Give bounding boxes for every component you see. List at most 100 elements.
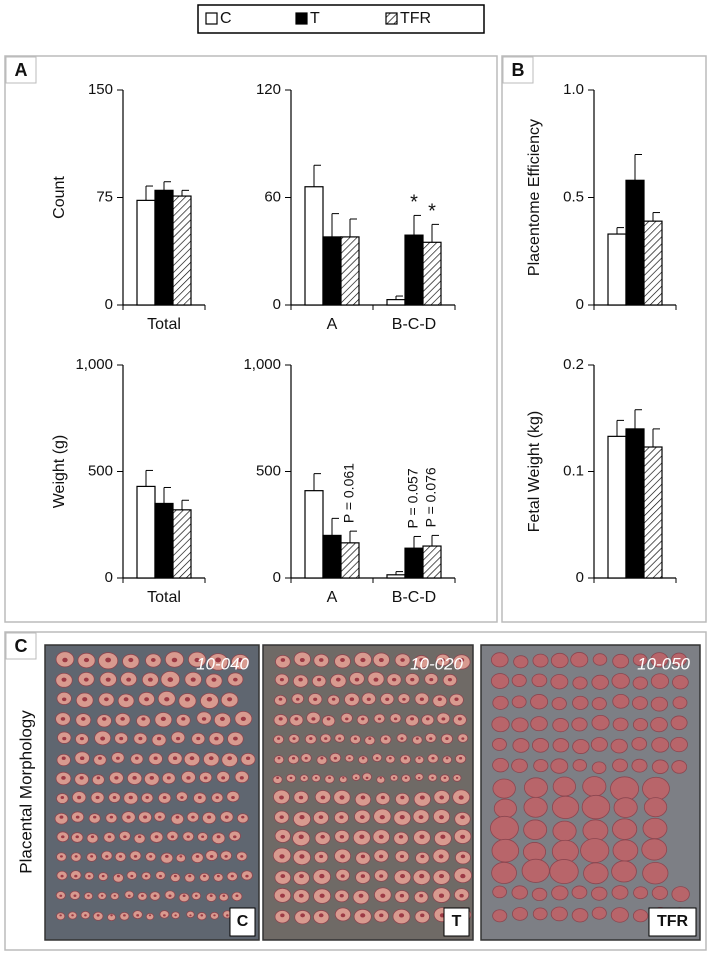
placentome: [651, 885, 668, 900]
placentome-center: [320, 795, 326, 800]
placentome-center: [245, 874, 249, 878]
placentome-center: [404, 776, 408, 779]
placentome-center: [447, 677, 452, 682]
placentome-center: [313, 697, 318, 701]
placentome-center: [361, 757, 365, 760]
y-tick-label: 150: [88, 81, 113, 98]
placentome-center: [319, 658, 324, 662]
placentome: [612, 839, 639, 862]
placentome-center: [100, 736, 106, 741]
placentome-center: [164, 697, 170, 702]
placentome-center: [216, 874, 220, 878]
legend-label: C: [220, 10, 232, 27]
bar: [322, 534, 342, 579]
placentome-center: [365, 776, 369, 780]
placentome: [549, 859, 579, 885]
placentome-center: [105, 855, 109, 858]
placentome: [612, 758, 628, 773]
placentome-center: [419, 893, 424, 898]
placentome-center: [222, 894, 226, 897]
placentome: [492, 738, 507, 751]
y-tick-label: 60: [264, 188, 281, 205]
panel-b-frame: [501, 55, 707, 623]
placentome-center: [460, 834, 466, 839]
placentome-center: [393, 717, 398, 721]
placentome-center: [201, 717, 207, 721]
placentome-center: [348, 757, 351, 760]
placentome-center: [123, 697, 129, 702]
placentome-center: [96, 776, 101, 780]
placentome-center: [439, 815, 444, 820]
placentome-center: [368, 737, 372, 740]
placentome: [531, 673, 548, 688]
placentome: [570, 652, 589, 668]
placentome-center: [443, 776, 447, 779]
placentome: [175, 853, 186, 863]
placentome-center: [235, 894, 239, 897]
placentome: [112, 873, 124, 883]
placentome-center: [201, 835, 205, 839]
placentome: [145, 912, 155, 921]
placentome: [612, 653, 630, 669]
placentome-center: [113, 894, 116, 897]
placentome: [581, 794, 611, 820]
placentome: [610, 907, 629, 923]
placentome-center: [233, 677, 238, 682]
placentome: [412, 735, 423, 745]
placentome: [592, 653, 608, 666]
placentome-center: [231, 795, 235, 800]
placentome-center: [120, 717, 125, 721]
placentome: [632, 909, 649, 923]
placentome-center: [190, 677, 196, 682]
y-tick-label: 1,000: [75, 356, 113, 373]
legend-box: [197, 4, 485, 34]
placentome: [533, 759, 549, 773]
bar: [386, 299, 406, 306]
placentome-center: [309, 737, 313, 740]
placentome-center: [61, 835, 65, 839]
placentome-center: [320, 756, 324, 760]
placentome-center: [176, 736, 181, 741]
y-axis-title: Count: [51, 176, 68, 219]
placentome-center: [419, 873, 425, 879]
placentome-center: [440, 658, 445, 662]
placentome-center: [324, 737, 328, 740]
placentome-center: [213, 914, 216, 917]
placentome-center: [112, 796, 117, 799]
placentome: [633, 886, 649, 900]
placentome-center: [60, 796, 65, 799]
placentome-center: [415, 737, 419, 740]
placentome-center: [378, 657, 384, 663]
placentome: [670, 736, 688, 753]
placentome: [512, 738, 530, 753]
placentome-center: [457, 717, 462, 721]
placentome-center: [326, 717, 331, 721]
placentome: [632, 653, 648, 667]
group-tag: [229, 907, 256, 937]
placentome-center: [440, 834, 446, 839]
placentome: [551, 885, 569, 901]
placentome-center: [398, 834, 404, 839]
bar: [154, 189, 174, 306]
placentome: [213, 873, 224, 882]
placentome-center: [74, 855, 78, 858]
placentome-center: [431, 776, 434, 779]
placentome: [550, 758, 569, 774]
placentome-center: [388, 757, 392, 760]
placentome: [523, 842, 547, 862]
placentome-center: [354, 776, 358, 779]
placentome-center: [340, 854, 345, 859]
placentome-center: [303, 776, 306, 779]
placentome-center: [280, 658, 286, 662]
placentome: [96, 714, 112, 728]
placentome: [552, 738, 570, 753]
placentome: [572, 759, 587, 772]
photo-id: 10-040: [196, 654, 249, 673]
placentome: [643, 797, 668, 818]
placentome-center: [237, 657, 243, 663]
bar: [340, 542, 360, 579]
placentome-center: [156, 736, 162, 741]
placentome-center: [75, 815, 80, 819]
placentome-center: [220, 716, 225, 721]
y-tick-label: 0: [273, 569, 281, 586]
